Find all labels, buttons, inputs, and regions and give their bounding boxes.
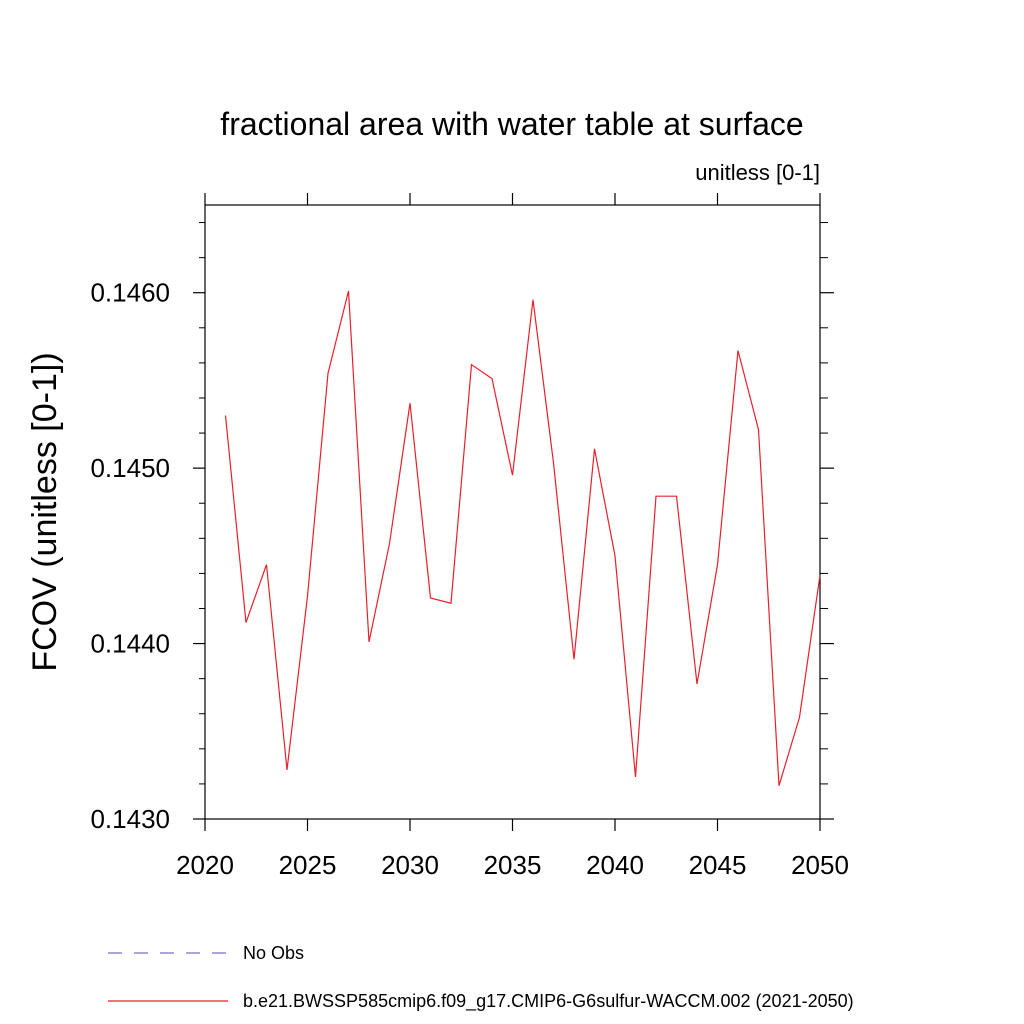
legend: No Obs b.e21.BWSSP585cmip6.f09_g17.CMIP6-… bbox=[108, 943, 854, 1012]
axis-ticks: 2020 2025 2030 2035 2040 2045 2050 0.1430 0.1440… bbox=[90, 193, 849, 880]
plot-frame bbox=[204, 204, 821, 820]
y-axis-label: FCOV (unitless [0-1]) bbox=[26, 352, 64, 671]
legend-label: No Obs bbox=[243, 943, 304, 963]
x-tick-label: 2020 bbox=[176, 850, 234, 880]
x-tick-label: 2030 bbox=[381, 850, 439, 880]
chart-subtitle: unitless [0-1] bbox=[695, 160, 820, 185]
x-tick-label: 2040 bbox=[586, 850, 644, 880]
chart-title: fractional area with water table at surf… bbox=[220, 106, 803, 142]
x-tick-label: 2025 bbox=[279, 850, 337, 880]
x-tick-label: 2035 bbox=[484, 850, 542, 880]
y-tick-label: 0.1460 bbox=[90, 278, 170, 308]
y-tick-label: 0.1440 bbox=[90, 629, 170, 659]
series-line bbox=[224, 290, 821, 786]
x-tick-label: 2045 bbox=[689, 850, 747, 880]
y-tick-label: 0.1450 bbox=[90, 453, 170, 483]
y-tick-label: 0.1430 bbox=[90, 804, 170, 834]
legend-label: b.e21.BWSSP585cmip6.f09_g17.CMIP6-G6sulf… bbox=[243, 991, 854, 1012]
series-layer bbox=[224, 290, 821, 786]
x-tick-label: 2050 bbox=[791, 850, 849, 880]
